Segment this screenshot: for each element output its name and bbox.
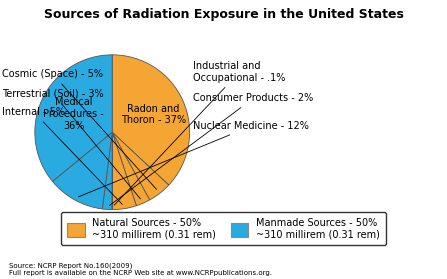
Wedge shape <box>112 132 113 210</box>
Text: Industrial and
Occupational - .1%: Industrial and Occupational - .1% <box>114 61 286 205</box>
Wedge shape <box>52 132 112 209</box>
Text: Sources of Radiation Exposure in the United States: Sources of Radiation Exposure in the Uni… <box>43 8 404 21</box>
Wedge shape <box>102 132 112 210</box>
Text: Internal - 5%: Internal - 5% <box>2 107 122 204</box>
Text: Medical
Procedures -
36%: Medical Procedures - 36% <box>43 97 104 131</box>
Text: Cosmic (Space) - 5%: Cosmic (Space) - 5% <box>2 69 156 189</box>
Legend: Natural Sources - 50%
~310 millirem (0.31 rem), Manmade Sources - 50%
~310 milli: Natural Sources - 50% ~310 millirem (0.3… <box>61 212 386 246</box>
Text: Nuclear Medicine - 12%: Nuclear Medicine - 12% <box>79 121 309 197</box>
Text: Radon and
Thoron - 37%: Radon and Thoron - 37% <box>121 104 186 125</box>
Wedge shape <box>112 132 136 210</box>
Wedge shape <box>35 55 112 181</box>
Text: Consumer Products - 2%: Consumer Products - 2% <box>110 93 314 205</box>
Text: Source: NCRP Report No.160(2009)
Full report is available on the NCRP Web site a: Source: NCRP Report No.160(2009) Full re… <box>9 263 272 276</box>
Wedge shape <box>112 132 150 206</box>
Text: Terrestrial (Soil) - 3%: Terrestrial (Soil) - 3% <box>2 88 140 199</box>
Wedge shape <box>112 55 190 185</box>
Wedge shape <box>112 132 169 200</box>
